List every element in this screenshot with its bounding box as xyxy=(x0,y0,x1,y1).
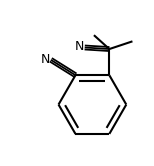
Text: N: N xyxy=(41,53,50,66)
Text: N: N xyxy=(75,40,84,53)
